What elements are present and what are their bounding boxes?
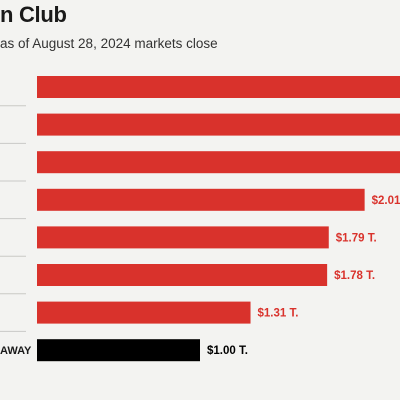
bar-3 (37, 188, 365, 211)
chart-subtitle: as of August 28, 2024 markets close (0, 36, 218, 51)
bar-2 (37, 151, 400, 174)
bar-7 (37, 339, 200, 362)
bar-1 (37, 113, 400, 136)
bar-5 (37, 264, 328, 286)
value-label-4: $1.79 T. (336, 232, 377, 244)
bar-4 (37, 226, 329, 249)
value-label-7: $1.00 T. (207, 345, 248, 357)
category-label-7: AWAY (0, 345, 32, 357)
bar-6 (37, 301, 251, 324)
bar-0 (37, 76, 400, 98)
value-label-5: $1.78 T. (334, 270, 375, 282)
value-label-6: $1.31 T. (258, 308, 299, 320)
chart-title: n Club (0, 2, 67, 27)
value-label-3: $2.01 T. (372, 195, 400, 207)
